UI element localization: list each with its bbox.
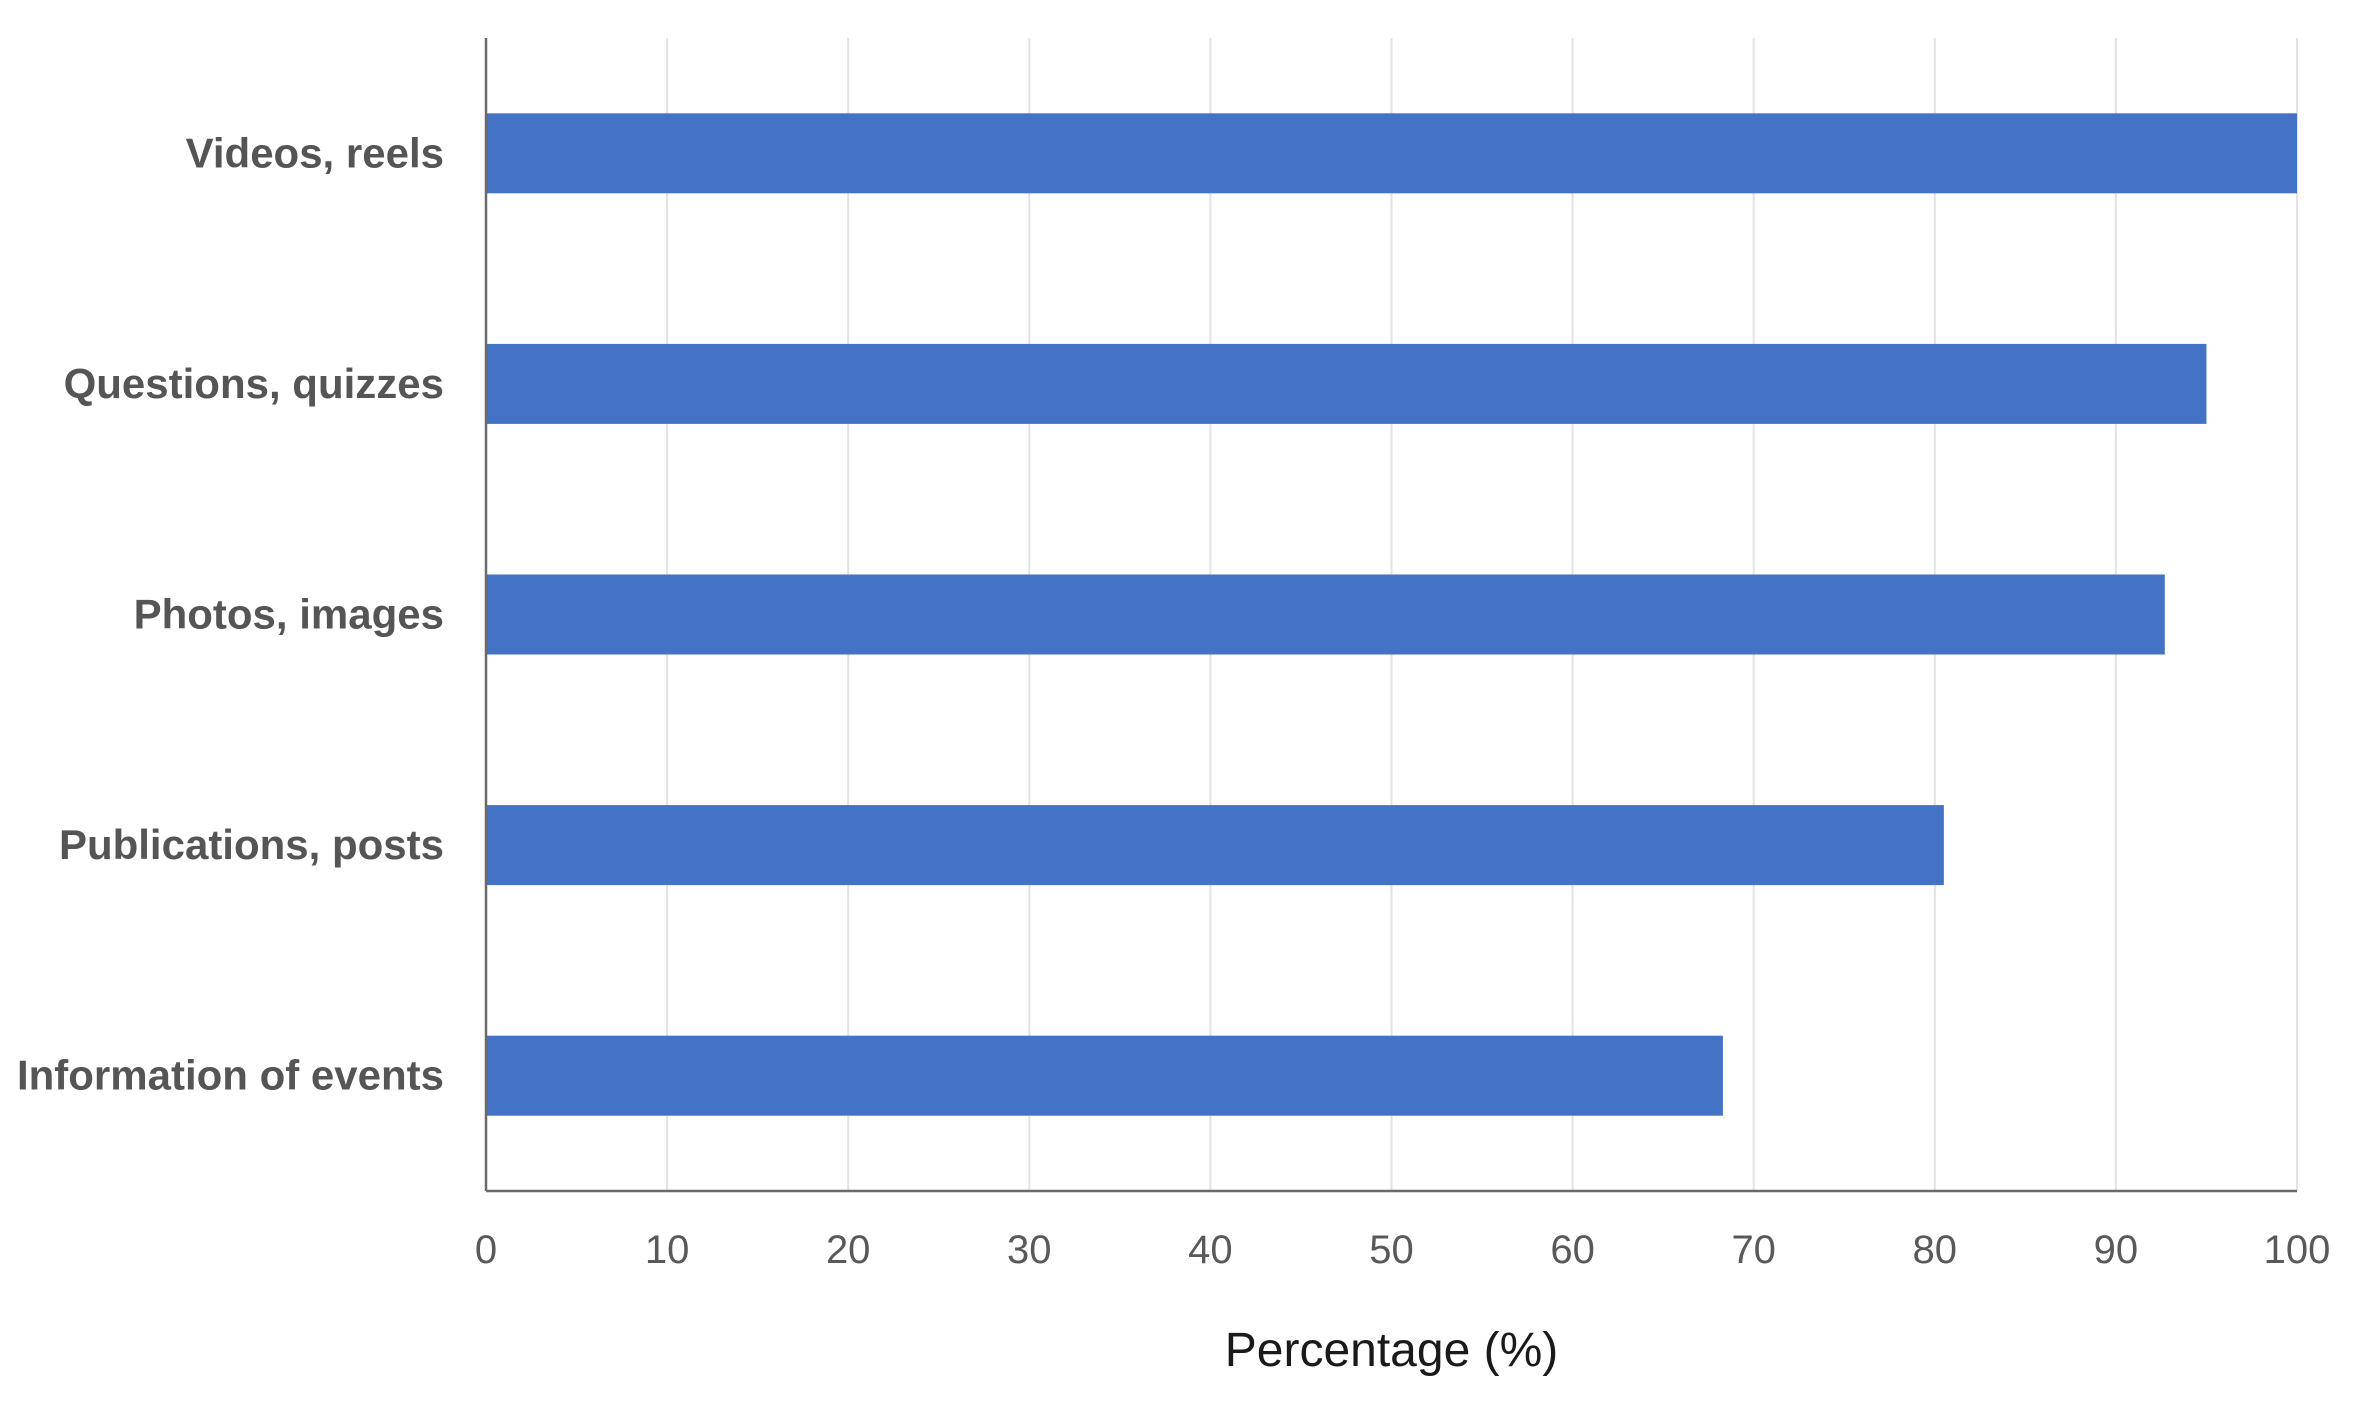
x-tick-label: 30 (1007, 1228, 1052, 1272)
bar (486, 1035, 1723, 1116)
x-tick-label: 100 (2264, 1228, 2331, 1272)
category-labels: Videos, reels Questions, quizzes Photos, i… (17, 129, 444, 1098)
bar (486, 574, 2165, 655)
category-label: Questions, quizzes (64, 360, 444, 407)
x-tick-label: 80 (1913, 1228, 1958, 1272)
x-tick-label: 20 (826, 1228, 871, 1272)
x-tick-label: 50 (1369, 1228, 1414, 1272)
category-label: Photos, images (134, 591, 444, 638)
x-axis-title: Percentage (%) (1225, 1324, 1559, 1377)
x-tick-labels: 0 10 20 30 40 50 60 70 80 90 100 (475, 1228, 2331, 1272)
category-label: Information of events (17, 1052, 444, 1099)
category-label: Publications, posts (59, 821, 444, 868)
x-tick-label: 60 (1550, 1228, 1595, 1272)
bar (486, 113, 2297, 194)
x-tick-label: 70 (1731, 1228, 1776, 1272)
bars (486, 113, 2297, 1116)
x-tick-label: 40 (1188, 1228, 1233, 1272)
x-tick-label: 90 (2094, 1228, 2139, 1272)
category-label: Videos, reels (186, 129, 444, 176)
x-tick-label: 10 (645, 1228, 690, 1272)
x-tick-label: 0 (475, 1228, 497, 1272)
bar (486, 805, 1944, 886)
bar (486, 343, 2207, 424)
